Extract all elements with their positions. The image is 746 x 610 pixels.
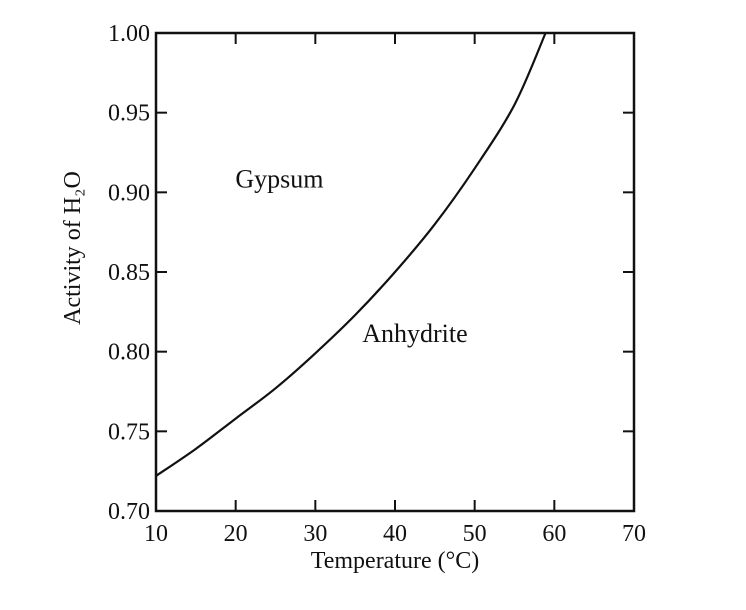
y-tick-labels: 0.70 0.75 0.80 0.85 0.90 0.95 1.00 [108,21,150,525]
region-labels: Gypsum Anhydrite [235,165,467,349]
y-axis-title: Activity of H₂O [60,171,86,325]
y-tick-label: 1.00 [108,21,150,47]
region-label: Anhydrite [362,319,467,348]
x-tick-labels: 10 20 30 40 50 60 70 [144,521,646,547]
y-tick-label: 0.70 [108,499,150,525]
x-axis-title: Temperature (°C) [311,548,480,574]
region-label: Gypsum [235,165,323,194]
y-tick-label: 0.80 [108,340,150,366]
y-tick-label: 0.90 [108,180,150,206]
gypsum-anhydrite-boundary-line [155,32,547,477]
x-tick-label: 40 [383,521,407,547]
y-tick-label: 0.75 [108,419,150,445]
x-tick-label: 50 [463,521,487,547]
x-tick-label: 60 [542,521,566,547]
x-tick-label: 70 [622,521,646,547]
x-tick-label: 10 [144,521,168,547]
y-tick-label: 0.95 [108,101,150,127]
x-tick-label: 20 [224,521,248,547]
y-tick-label: 0.85 [108,260,150,286]
x-tick-label: 30 [303,521,327,547]
tick-marks [155,32,635,512]
